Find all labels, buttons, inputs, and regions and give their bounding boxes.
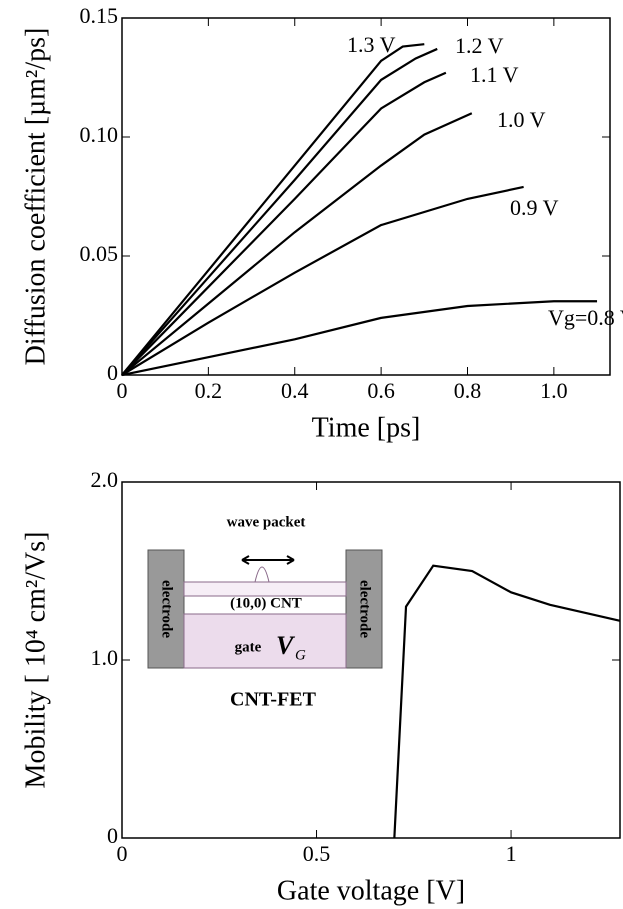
series-label: 1.0 V — [497, 107, 546, 132]
series-label: 1.3 V — [347, 32, 396, 57]
inset-label: wave packet — [227, 514, 306, 530]
x-tick-label: 1.0 — [540, 378, 568, 403]
x-tick-label: 0 — [117, 378, 128, 403]
y-tick-label: 0 — [107, 823, 118, 848]
data-line — [121, 47, 438, 376]
chart: 0 0.2 0.4 0.6 0.8 1.0 0 0.05 0.10 0.15 Time [ps] Di… — [20, 3, 623, 443]
data-line — [121, 112, 473, 376]
data-line — [121, 43, 425, 376]
electrode-block — [345, 549, 383, 669]
y-tick-label: 2.0 — [91, 467, 119, 492]
inset-label: electrode — [357, 580, 373, 638]
series-label: 0.9 V — [510, 195, 559, 220]
data-line — [121, 71, 447, 376]
x-axis-title: Time [ps] — [312, 412, 421, 443]
inset-symbol: V — [276, 631, 296, 660]
data-line — [121, 185, 524, 376]
plot-frame — [121, 17, 611, 376]
cnt-block — [183, 581, 347, 597]
data-line — [121, 300, 598, 377]
series-label: Vg=0.8 V — [548, 305, 623, 330]
y-tick-label: 0.10 — [80, 122, 119, 147]
series-label: 1.2 V — [455, 33, 504, 58]
x-tick-label: 0.4 — [281, 378, 309, 403]
x-axis-title: Gate voltage [V] — [277, 875, 465, 906]
inset-label: gate — [235, 639, 262, 655]
inset: wave packet (10,0) CNT electrode electro… — [147, 514, 383, 711]
electrode-block — [147, 549, 185, 669]
y-tick-label: 1.0 — [91, 645, 119, 670]
x-tick-label: 1 — [506, 841, 517, 866]
inset-caption: CNT-FET — [230, 689, 317, 711]
inset-label: electrode — [159, 580, 175, 638]
y-axis-title: Mobility [ 10⁴ cm²/Vs] — [20, 532, 51, 789]
x-tick-label: 0.6 — [367, 378, 395, 403]
arrow — [241, 555, 295, 565]
x-tick-label: 0.2 — [195, 378, 223, 403]
data-line — [393, 564, 621, 839]
y-tick-label: 0 — [107, 360, 118, 385]
x-tick-label: 0.8 — [454, 378, 482, 403]
series-label: 1.1 V — [470, 62, 519, 87]
y-tick-label: 0.05 — [80, 241, 119, 266]
inset-label: (10,0) CNT — [230, 595, 302, 611]
gate-block — [183, 613, 347, 669]
x-tick-label: 0.5 — [303, 841, 331, 866]
wave-packet-shape — [254, 566, 270, 583]
y-tick-label: 0.15 — [80, 3, 119, 28]
inset-subscript: G — [295, 647, 306, 663]
y-axis-title: Diffusion coefficient [µm²/ps] — [20, 28, 51, 366]
x-tick-label: 0 — [117, 841, 128, 866]
chart: 0 0.5 1 0 1.0 2.0 Gate voltage [V] Mobility [ 1… — [20, 467, 621, 906]
